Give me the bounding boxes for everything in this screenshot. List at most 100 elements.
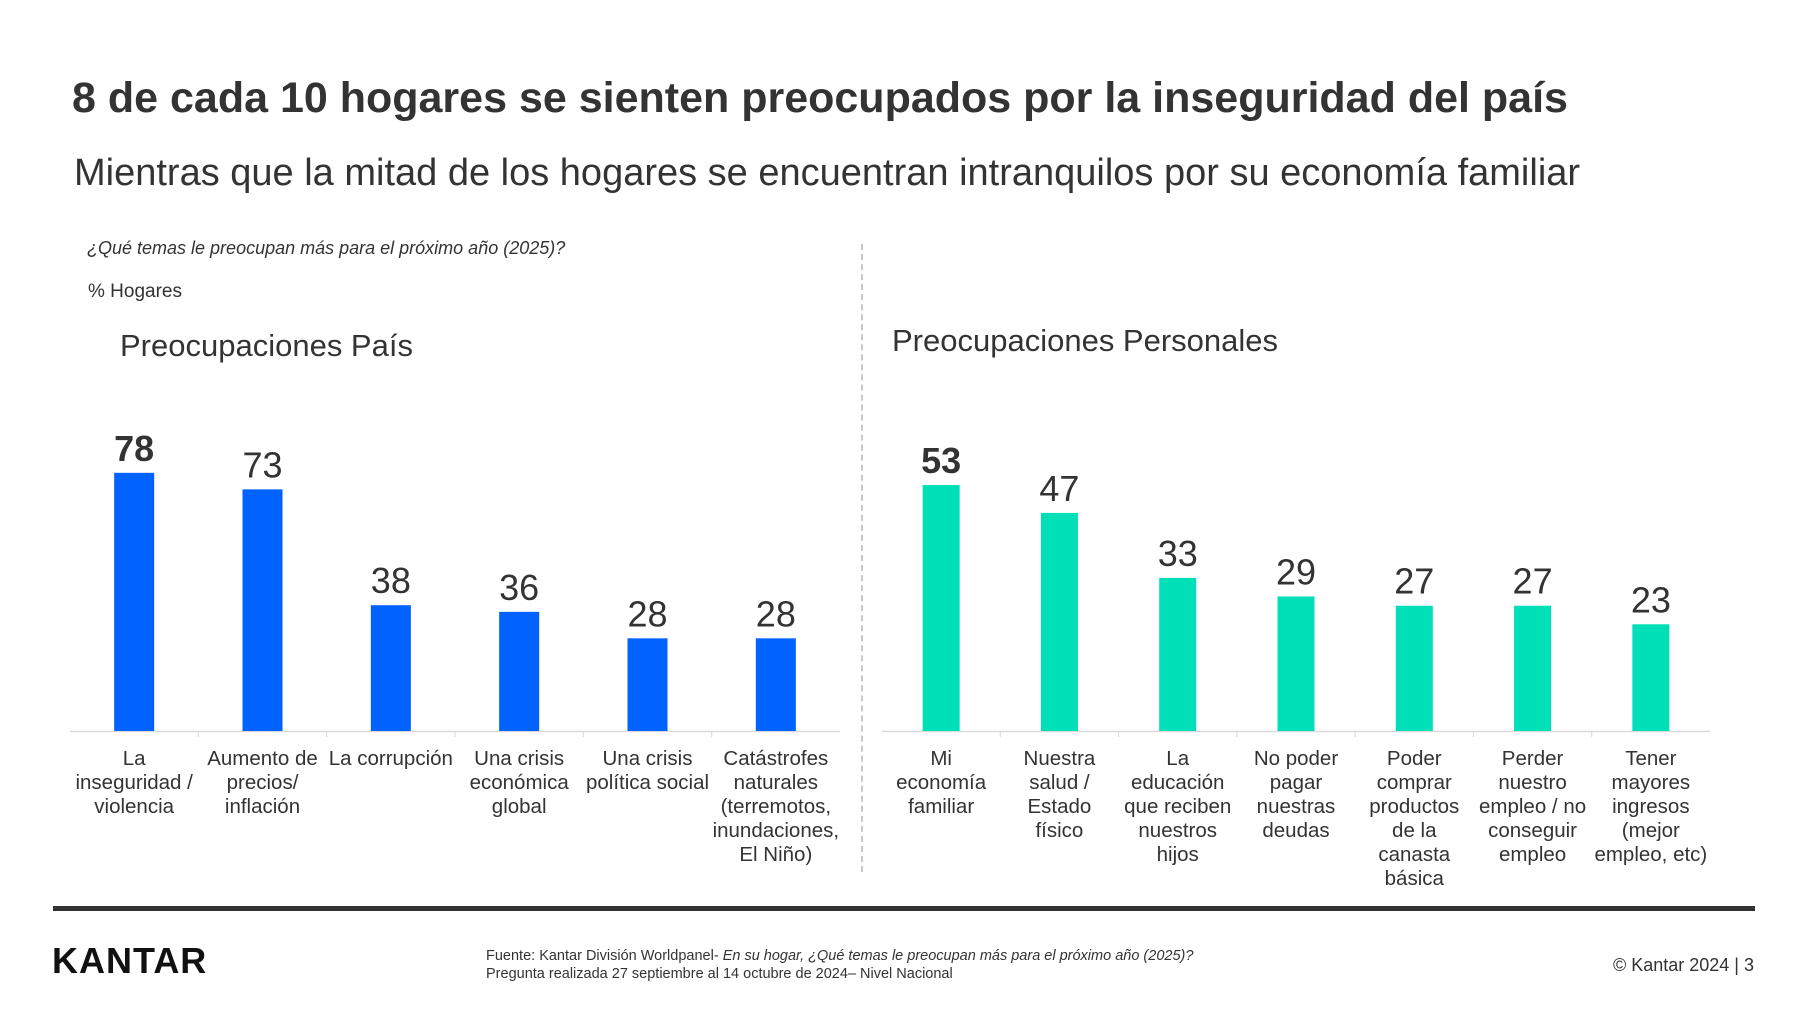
source-question: En su hogar, ¿Qué temas le preocupan más… [722, 948, 1194, 964]
personal-chart-title: Preocupaciones Personales [892, 323, 1278, 358]
unit-label: % Hogares [88, 281, 182, 302]
personal-data-label: 33 [1158, 533, 1198, 574]
pais-category-label: Catástrofes naturales (terremotos, inundaci… [713, 747, 840, 866]
category-label-line: inseguridad / [75, 771, 193, 794]
category-label-line: Nuestra [1024, 747, 1096, 770]
personal-category-label: Nuestra salud / Estado físico [1024, 747, 1096, 842]
category-label-line: familiar [908, 795, 974, 818]
page-subtitle: Mientras que la mitad de los hogares se … [74, 152, 1581, 194]
category-label-line: Una crisis [603, 747, 693, 770]
pais-category-label: La inseguridad / violencia [75, 747, 193, 818]
kantar-logo: KANTAR [52, 940, 208, 981]
personal-category-label: No poder pagar nuestras deudas [1254, 747, 1339, 842]
pais-data-label: 28 [756, 593, 796, 634]
pais-bar [627, 638, 668, 731]
category-label-line: Estado [1028, 795, 1092, 818]
personal-category-label: Tener mayores ingresos (mejor empleo, etc) [1594, 747, 1707, 866]
personal-bar [1395, 605, 1433, 731]
personal-category-label: Perder nuestro empleo / no conseguir empleo [1479, 747, 1586, 866]
category-label-line: Tener [1625, 747, 1676, 770]
category-label-line: de la [1392, 819, 1437, 842]
category-label-line: La corrupción [329, 747, 453, 770]
personal-bar [1632, 624, 1670, 731]
pais-bar [242, 489, 283, 731]
category-label-line: La [123, 747, 146, 770]
category-label-line: nuestro [1498, 771, 1566, 794]
category-label-line: mayores [1612, 771, 1691, 794]
category-label-line: precios/ [227, 771, 299, 794]
source-prefix: Fuente: Kantar División Worldpanel- [486, 948, 723, 964]
pais-data-label: 78 [114, 428, 154, 469]
category-label-line: empleo, etc) [1594, 843, 1707, 866]
pais-data-label: 36 [499, 567, 539, 608]
pais-category-label: Una crisis política social [586, 747, 709, 794]
category-label-line: nuestros [1138, 819, 1217, 842]
footer-rule [53, 906, 1755, 911]
personal-category-label: La educación que reciben nuestros hijos [1124, 747, 1231, 866]
personal-bar [1277, 596, 1315, 731]
category-label-line: básica [1385, 867, 1445, 890]
category-label-line: política social [586, 771, 709, 794]
category-label-line: nuestras [1257, 795, 1336, 818]
personal-data-label: 27 [1513, 561, 1553, 602]
category-label-line: salud / [1029, 771, 1090, 794]
pais-chart-title: Preocupaciones País [120, 328, 413, 363]
category-label-line: que reciben [1124, 795, 1231, 818]
pais-bar [755, 638, 796, 731]
survey-question: ¿Qué temas le preocupan más para el próx… [87, 238, 566, 258]
personal-category-label: Mi economía familiar [896, 747, 987, 818]
category-label-line: hijos [1157, 843, 1199, 866]
personal-bar [1514, 605, 1552, 731]
category-label-line: inflación [225, 795, 300, 818]
category-label-line: (terremotos, [721, 795, 832, 818]
category-label-line: economía [896, 771, 987, 794]
pais-category-label: Una crisis económica global [470, 747, 570, 818]
category-label-line: educación [1131, 771, 1224, 794]
page-title: 8 de cada 10 hogares se sienten preocupa… [72, 74, 1568, 122]
source-dates: Pregunta realizada 27 septiembre al 14 o… [486, 966, 953, 982]
personal-bar [1159, 577, 1197, 731]
pais-data-label: 38 [371, 560, 411, 601]
pais-data-label: 73 [242, 444, 282, 485]
category-label-line: conseguir [1488, 819, 1577, 842]
category-label-line: Mi [930, 747, 952, 770]
category-label-line: No poder [1254, 747, 1339, 770]
category-label-line: violencia [94, 795, 174, 818]
source-note: Fuente: Kantar División Worldpanel- En s… [486, 947, 1193, 983]
personal-bar [1040, 512, 1078, 731]
category-label-line: canasta [1378, 843, 1450, 866]
personal-bar [922, 485, 960, 731]
category-label-line: ingresos [1612, 795, 1690, 818]
category-label-line: físico [1035, 819, 1083, 842]
category-label-line: empleo [1499, 843, 1566, 866]
pais-bar [499, 611, 540, 731]
category-label-line: (mejor [1622, 819, 1680, 842]
category-label-line: deudas [1262, 819, 1329, 842]
personal-data-label: 47 [1039, 468, 1079, 509]
category-label-line: inundaciones, [713, 819, 840, 842]
category-label-line: Poder [1387, 747, 1442, 770]
category-label-line: pagar [1270, 771, 1323, 794]
personal-category-label: Poder comprar productos de la canasta básica [1369, 747, 1459, 890]
personal-data-label: 27 [1394, 561, 1434, 602]
category-label-line: empleo / no [1479, 795, 1586, 818]
category-label-line: productos [1369, 795, 1459, 818]
section-divider [861, 244, 863, 872]
category-label-line: Catástrofes [723, 747, 828, 770]
pais-category-label: Aumento de precios/inflación [207, 747, 318, 818]
page-number: © Kantar 2024 | 3 [1612, 955, 1754, 975]
pais-data-label: 28 [627, 593, 667, 634]
category-label-line: Perder [1502, 747, 1564, 770]
category-label-line: comprar [1377, 771, 1452, 794]
bar-charts: Preocupaciones País 78 La inseguridad / viol… [70, 323, 1710, 890]
pais-category-label: La corrupción [329, 747, 453, 770]
category-label-line: económica [470, 771, 570, 794]
category-label-line: El Niño) [739, 843, 812, 866]
pais-bar [370, 605, 411, 731]
category-label-line: Una crisis [474, 747, 564, 770]
pais-bar [114, 472, 155, 731]
category-label-line: Aumento de [207, 747, 318, 770]
category-label-line: global [492, 795, 547, 818]
category-label-line: naturales [734, 771, 818, 794]
personal-data-label: 29 [1276, 551, 1316, 592]
